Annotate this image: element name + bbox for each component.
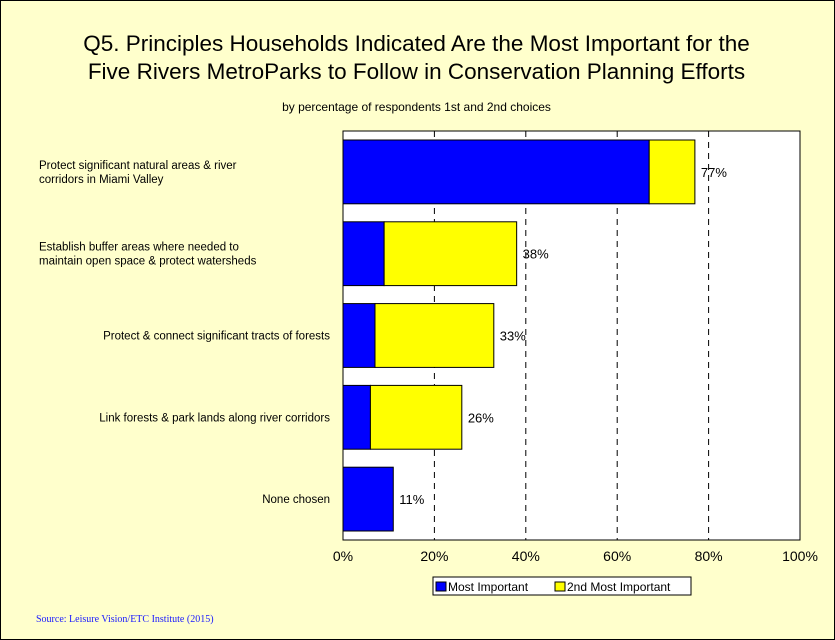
legend-label: Most Important: [448, 580, 529, 594]
bar-2nd-most-important: [369, 384, 463, 450]
chart-subtitle: by percentage of respondents 1st and 2nd…: [282, 100, 551, 114]
bar-most-important: [342, 466, 394, 532]
category-label: Protect significant natural areas & rive…: [39, 160, 237, 186]
category-label: None chosen: [262, 494, 330, 506]
chart-title-line-1: Q5. Principles Households Indicated Are …: [83, 31, 750, 56]
legend-swatch-2nd-most-important: [554, 581, 566, 592]
x-tick-label: 60%: [603, 548, 631, 564]
source-note: Source: Leisure Vision/ETC Institute (20…: [36, 614, 214, 625]
data-label: 11%: [399, 492, 424, 507]
bar-2nd-most-important: [648, 139, 696, 205]
category-label-line: None chosen: [262, 494, 330, 506]
bar-most-important: [342, 384, 371, 450]
legend-label: 2nd Most Important: [567, 580, 671, 594]
legend-swatch-most-important: [435, 581, 447, 592]
legend: Most Important 2nd Most Important: [432, 576, 692, 596]
bar-2nd-most-important: [383, 221, 518, 287]
x-tick-label: 20%: [420, 548, 448, 564]
bar-2nd-most-important: [374, 303, 495, 368]
x-tick-label: 100%: [782, 548, 818, 564]
category-label-line: Link forests & park lands along river co…: [99, 412, 330, 424]
category-label-line: Protect significant natural areas & rive…: [39, 160, 237, 172]
chart-title: Q5. Principles Households Indicated Are …: [0, 30, 833, 86]
data-label: 33%: [500, 329, 526, 344]
category-label: Protect & connect significant tracts of …: [103, 331, 330, 343]
x-tick-label: 40%: [512, 548, 540, 564]
data-label: 26%: [468, 410, 494, 425]
category-label-line: corridors in Miami Valley: [39, 174, 164, 186]
x-tick-label: 0%: [333, 548, 353, 564]
category-label-line: Establish buffer areas where needed to: [39, 242, 239, 254]
chart-title-line-2: Five Rivers MetroParks to Follow in Cons…: [87, 59, 746, 84]
bar-most-important: [342, 139, 650, 205]
bar-most-important: [342, 221, 385, 287]
data-label: 38%: [523, 247, 549, 262]
x-tick-label: 80%: [695, 548, 723, 564]
category-label: Establish buffer areas where needed to ma…: [39, 242, 257, 268]
category-label-line: Protect & connect significant tracts of …: [103, 331, 330, 343]
bar-most-important: [342, 303, 376, 368]
category-label-line: maintain open space & protect watersheds: [39, 256, 257, 268]
data-label: 77%: [701, 165, 727, 180]
category-label: Link forests & park lands along river co…: [99, 412, 330, 424]
